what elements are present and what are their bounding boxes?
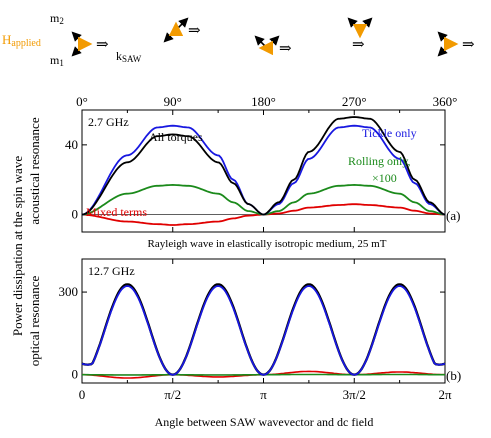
diagram-0: ⇒ bbox=[71, 31, 109, 57]
y-axis-label-line2-b: optical resonance bbox=[27, 275, 42, 366]
series-line-1 bbox=[81, 285, 446, 376]
wavevector-icon: ⇒ bbox=[352, 37, 365, 53]
panel-b-frequency: 12.7 GHz bbox=[88, 264, 135, 278]
top-tick-label: 0° bbox=[76, 94, 88, 109]
m2-arrow bbox=[71, 43, 85, 57]
series-line-0 bbox=[81, 283, 446, 376]
m1-arrow bbox=[71, 31, 85, 45]
x-tick-label: 3π/2 bbox=[343, 387, 366, 402]
y-tick-label: 0 bbox=[72, 367, 79, 382]
legend-mixed-terms: Mixed terms bbox=[86, 205, 147, 219]
m1-arrow bbox=[175, 17, 189, 31]
y-axis-label-line1: Power dissipation at the spin wave bbox=[10, 156, 25, 336]
x-axis-label: Angle between SAW wavevector and dc fiel… bbox=[155, 415, 374, 429]
wavevector-icon: ⇒ bbox=[188, 23, 201, 39]
top-tick-label: 180° bbox=[251, 94, 276, 109]
m2-arrow bbox=[437, 43, 451, 57]
panel-b-frame bbox=[81, 258, 446, 384]
legend-all-torques: All torques bbox=[149, 130, 203, 144]
y-tick-label: 40 bbox=[65, 137, 78, 152]
series-line-0 bbox=[81, 116, 446, 216]
top-tick-label: 360° bbox=[433, 94, 458, 109]
top-tick-label: 270° bbox=[342, 94, 367, 109]
panel-b-plot: 0 π/2 π 3π/2 2π 0 300 12.7 GHz (b) Angle betwe… bbox=[59, 258, 461, 429]
x-tick-label: π bbox=[260, 387, 267, 402]
top-tick-label: 90° bbox=[164, 94, 182, 109]
panel-a-label: (a) bbox=[446, 208, 460, 223]
diagram-3: ⇒ bbox=[347, 17, 373, 53]
m2-label: m2 bbox=[50, 11, 64, 26]
wavevector-icon: ⇒ bbox=[279, 41, 292, 57]
wavevector-icon: ⇒ bbox=[96, 37, 109, 53]
legend-rolling-factor: ×100 bbox=[372, 171, 397, 185]
legend-tickle-only: Tickle only bbox=[362, 126, 417, 140]
field-label: Happlied bbox=[2, 32, 41, 49]
m2-arrow bbox=[347, 17, 361, 31]
m2-arrow bbox=[254, 35, 268, 49]
panel-b-label: (b) bbox=[446, 368, 461, 383]
x-tick-label: π/2 bbox=[164, 387, 181, 402]
x-tick-label: 2π bbox=[438, 387, 452, 402]
x-tick-label: 0 bbox=[79, 387, 86, 402]
m1-arrow bbox=[266, 35, 280, 49]
panel-a-frequency: 2.7 GHz bbox=[88, 115, 129, 129]
wavevector-icon: ⇒ bbox=[462, 37, 475, 53]
legend-rolling-only: Rolling only, bbox=[348, 154, 411, 168]
diagram-2: ⇒ bbox=[254, 35, 292, 57]
y-tick-label: 0 bbox=[72, 207, 79, 222]
k-saw-label: kSAW bbox=[116, 49, 142, 64]
panel-a-plot: 0° 90° 180° 270° 360° 0 40 2.7 GHz All torques… bbox=[65, 94, 460, 250]
panel-a-caption: Rayleigh wave in elastically isotropic m… bbox=[148, 238, 387, 250]
m1-arrow bbox=[359, 17, 373, 31]
m2-arrow bbox=[163, 29, 177, 43]
y-axis-label-line2-a: acoustical resonance bbox=[27, 117, 42, 224]
diagram-4: ⇒ bbox=[437, 31, 475, 57]
magnetization-diagrams: ⇒ ⇒ ⇒ ⇒ ⇒ bbox=[71, 17, 475, 57]
m1-arrow bbox=[437, 31, 451, 45]
m1-label: m1 bbox=[50, 53, 64, 68]
diagram-1: ⇒ bbox=[163, 17, 201, 43]
y-tick-label: 300 bbox=[59, 284, 79, 299]
